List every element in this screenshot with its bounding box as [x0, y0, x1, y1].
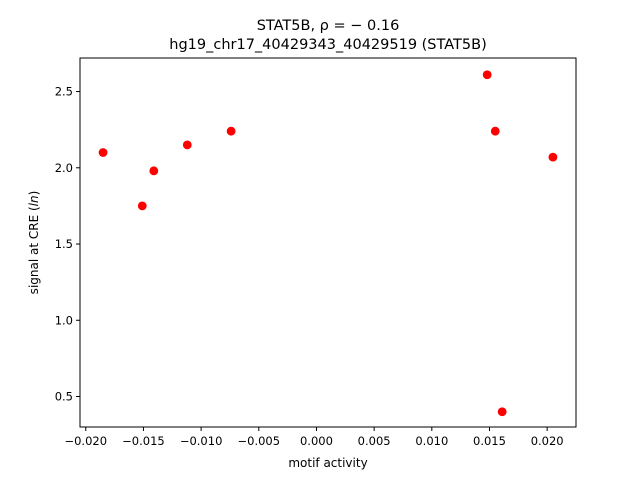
x-tick-label: 0.000 [300, 434, 333, 448]
x-tick-label: −0.010 [180, 434, 223, 448]
y-tick-label: 0.5 [55, 390, 73, 404]
scatter-point [98, 148, 108, 157]
y-axis-label-italic: ln [27, 195, 41, 206]
scatter-point [482, 70, 492, 80]
x-tick-label: −0.020 [64, 434, 107, 448]
x-axis-label: motif activity [288, 456, 367, 470]
scatter-point [182, 140, 192, 150]
x-axis: −0.020 −0.015 −0.010 −0.005 0.000 0.005 0.010 0… [64, 427, 564, 448]
chart-title-line1: STAT5B, ρ = − 0.16 [257, 18, 400, 34]
x-tick-label: 0.010 [415, 434, 448, 448]
y-axis-label: signal at CRE (ln) [27, 191, 41, 295]
scatter-point [548, 152, 558, 162]
scatter-point [149, 166, 159, 176]
y-axis: 0.5 1.0 1.5 2.0 2.5 [55, 85, 80, 404]
plot-area [98, 70, 558, 417]
x-tick-label: −0.005 [238, 434, 281, 448]
scatter-point [490, 126, 500, 136]
chart-title-line2: hg19_chr17_40429343_40429519 (STAT5B) [169, 37, 486, 53]
scatter-point [226, 126, 236, 136]
y-tick-label: 2.0 [55, 161, 73, 175]
x-tick-label: −0.015 [122, 434, 165, 448]
y-tick-label: 1.0 [55, 313, 73, 327]
y-axis-label-suffix: ) [27, 191, 41, 196]
x-tick-label: 0.020 [531, 434, 564, 448]
y-axis-label-prefix: signal at CRE ( [27, 206, 41, 294]
scatter-point [497, 407, 507, 417]
axes-frame [79, 57, 577, 428]
y-tick-label: 2.5 [55, 85, 73, 99]
x-tick-label: 0.015 [473, 434, 506, 448]
y-tick-label: 1.5 [55, 237, 73, 251]
x-tick-label: 0.005 [358, 434, 391, 448]
scatter-point [137, 201, 147, 211]
